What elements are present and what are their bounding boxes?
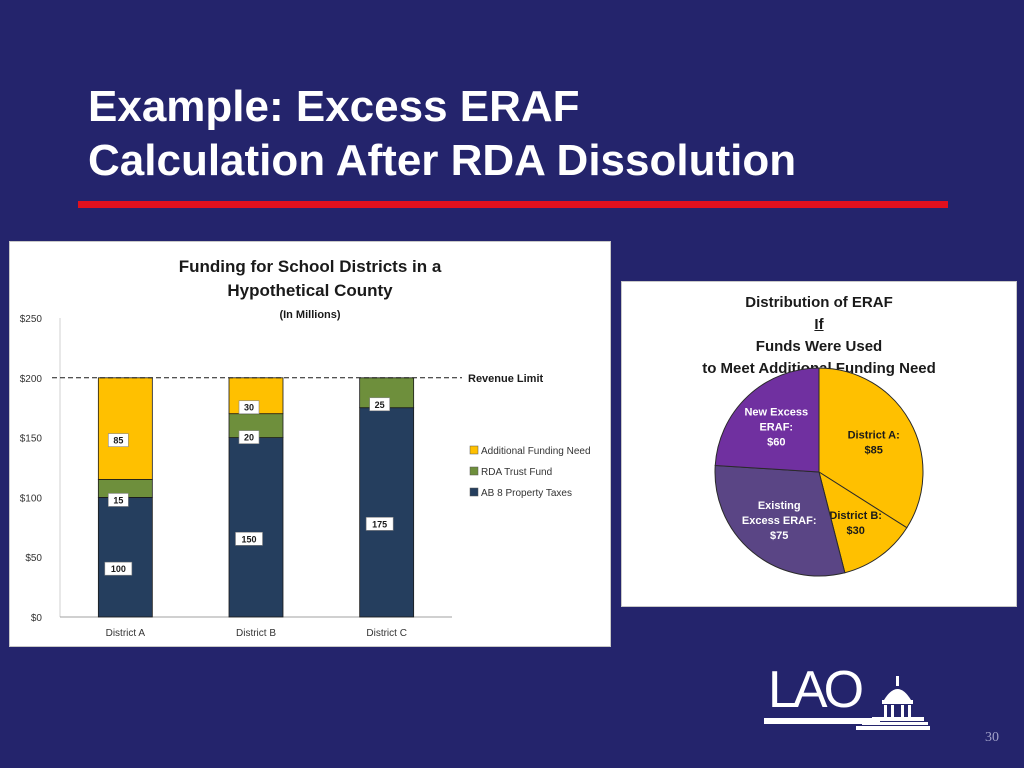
pie-chart-title: Distribution of ERAF If Funds Were Used … [622,292,1016,380]
title-underline-rule [78,201,948,208]
bar-district-a-ab-8-property-taxes [97,496,153,618]
data-label: 150 [241,534,256,544]
pie-chart-title-post: Funds Were Used [755,338,883,355]
data-label: 85 [113,436,123,446]
lao-logo-text: LAO [768,661,864,719]
pie-chart: District A: $85 District B: $30 Existing Exce… [714,367,924,577]
bar-chart-title: Funding for School Districts in a Hypoth… [10,255,610,327]
data-label: 15 [113,495,123,505]
bar-district-a-additional-funding-need [97,377,153,480]
bar-chart-panel: Funding for School Districts in a Hypoth… [9,241,611,647]
bar-district-c-ab-8-property-taxes [359,407,415,618]
data-label-box [235,531,263,546]
bar-chart-title-line1: Funding for School Districts in a [178,257,442,276]
legend-swatch-ab-8-property-taxes [469,487,479,497]
capitol-dome-icon [856,676,930,730]
pie-slice-label: Excess ERAF: [742,515,817,527]
y-tick-label: $150 [20,434,43,445]
data-label-box [108,493,129,507]
slide-title-line1: Example: Excess ERAF [88,82,580,131]
page-number: 30 [985,730,999,745]
revenue-limit-label: Revenue Limit [468,373,544,385]
data-label: 30 [244,403,254,413]
pie-slice-label: District A: [848,429,900,441]
slide-title: Example: Excess ERAF Calculation After R… [88,80,796,188]
pie-slice-label: $75 [770,530,788,542]
pie-chart-title-pre: Distribution of ERAF [745,294,893,311]
pie-chart-panel: Distribution of ERAF If Funds Were Used … [621,281,1017,607]
legend-swatch-rda-trust-fund [469,466,479,476]
y-tick-label: $0 [31,613,43,624]
data-label-box [365,517,394,531]
x-tick-label: District A [106,628,146,639]
x-tick-label: District B [236,628,276,639]
slide-title-line2: Calculation After RDA Dissolution [88,136,797,185]
y-tick-label: $50 [25,553,42,564]
bar-district-b-ab-8-property-taxes [228,437,284,618]
pie-slice-label: ERAF: [759,422,793,434]
pie-slice-existing [714,464,846,577]
data-label-box [369,397,390,412]
bar-chart-title-unit: (In Millions) [279,309,341,321]
legend-label-additional-funding-need: Additional Funding Need [481,446,591,457]
pie-slice-new-excess [714,367,820,473]
y-tick-label: $250 [20,314,43,325]
lao-logo: LAO [762,661,932,738]
data-label: 25 [375,400,385,410]
data-label-box [238,430,260,444]
pie-slice-label: Existing [758,500,801,512]
pie-slice-district-a [818,367,924,529]
legend-label-rda-trust-fund: RDA Trust Fund [481,467,552,478]
y-tick-label: $200 [20,374,43,385]
data-label: 100 [111,564,126,574]
legend-label-ab-8-property-taxes: AB 8 Property Taxes [481,488,572,499]
data-label: 20 [244,433,254,443]
pie-slice-label: $85 [865,444,883,456]
x-tick-label: District C [366,628,407,639]
pie-slice-label: District B: [829,510,882,522]
legend-swatch-additional-funding-need [469,445,479,455]
pie-slice-label: $60 [767,437,785,449]
pie-slice-district-b [818,470,908,574]
data-label-box [104,561,133,576]
pie-slice-label: New Excess [744,407,808,419]
bar-chart-title-line2: Hypothetical County [227,281,393,300]
pie-slice-label: $30 [846,525,864,537]
bar-chart: $0 $50 $100 $150 $200 $250 100 15 85 District A 15… [20,314,591,639]
pie-chart-title-emphasis: If [814,316,824,333]
data-label-box [108,433,129,447]
data-label-box [238,400,260,415]
y-tick-label: $100 [20,493,43,504]
data-label: 175 [372,519,387,529]
lao-logo-bar [764,718,880,724]
